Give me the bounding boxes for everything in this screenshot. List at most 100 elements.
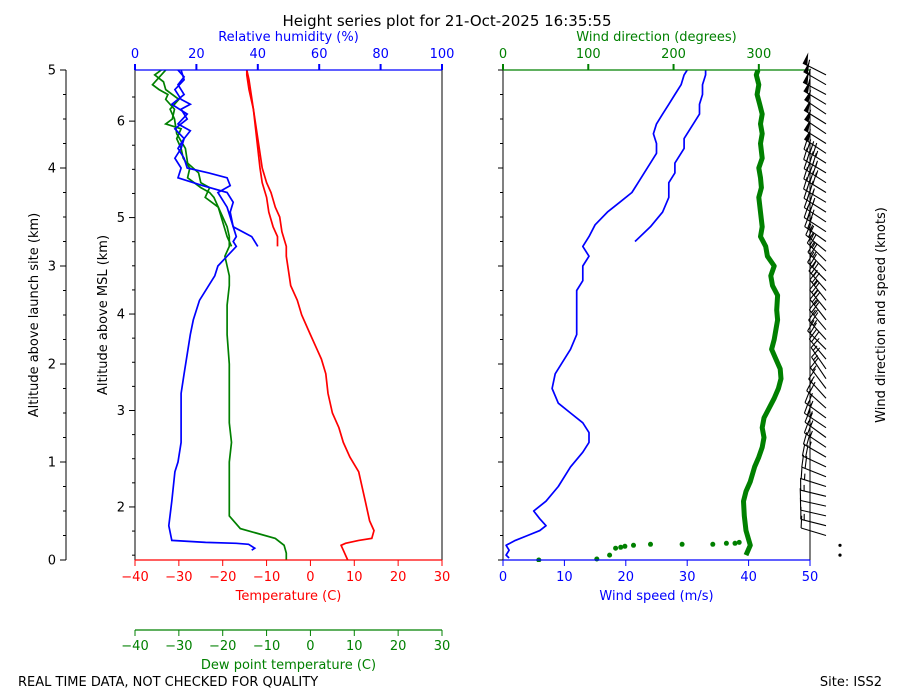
barb-staff bbox=[804, 226, 827, 242]
barb-staff bbox=[806, 390, 827, 409]
wind-speed-tick-label: 40 bbox=[740, 570, 757, 585]
barb-feather bbox=[806, 178, 811, 191]
barb-staff bbox=[809, 289, 827, 311]
barb-feather bbox=[807, 320, 815, 332]
wind-speed-axis-label: Wind speed (m/s) bbox=[599, 589, 713, 604]
wind-direction-tick-label: 200 bbox=[661, 47, 686, 62]
barb-half-feather bbox=[812, 261, 817, 268]
footer-quality-note: REAL TIME DATA, NOT CHECKED FOR QUALITY bbox=[18, 675, 318, 690]
temperature-tick-label: 30 bbox=[434, 570, 451, 585]
barb-feather bbox=[803, 147, 808, 160]
wind-direction-tick-label: 100 bbox=[576, 47, 601, 62]
wind-direction-point bbox=[736, 539, 742, 545]
barb-half-feather bbox=[812, 188, 815, 195]
barb-feather bbox=[809, 151, 814, 164]
series-wind-direction-degrees- bbox=[741, 70, 784, 557]
barb-feather bbox=[809, 322, 817, 334]
msl-altitude-tick-label: 4 bbox=[117, 308, 125, 323]
barb-staff bbox=[808, 309, 827, 331]
barb-half-feather bbox=[810, 420, 814, 427]
barb-feather bbox=[803, 177, 808, 190]
barb-staff bbox=[804, 402, 827, 419]
barb-half-feather bbox=[812, 319, 818, 326]
barb-feather bbox=[806, 232, 814, 244]
barb-feather bbox=[810, 312, 819, 324]
barb-half-feather bbox=[810, 233, 815, 240]
series-dew-point-descent-c- bbox=[153, 70, 233, 247]
temperature-tick-label: 20 bbox=[390, 570, 407, 585]
barb-staff bbox=[805, 234, 827, 252]
barb-half-feather bbox=[813, 290, 819, 296]
wind-barb bbox=[799, 497, 827, 517]
outer-altitude-tick-label: 1 bbox=[48, 456, 56, 471]
barb-pennant bbox=[802, 52, 809, 66]
barb-feather bbox=[811, 302, 820, 313]
msl-altitude-tick-label: 5 bbox=[117, 211, 125, 226]
wind-barb bbox=[808, 260, 827, 291]
barb-axis-label: Wind direction and speed (knots) bbox=[874, 207, 889, 423]
wind-direction-tick-label: 300 bbox=[746, 47, 771, 62]
wind-barb bbox=[802, 52, 827, 76]
barb-staff bbox=[803, 207, 827, 223]
wind-direction-point bbox=[631, 542, 636, 548]
barb-staff bbox=[803, 168, 827, 184]
barb-staff bbox=[803, 197, 827, 213]
wind-speed-tick-label: 30 bbox=[679, 570, 696, 585]
wind-barb bbox=[803, 147, 827, 174]
barb-staff bbox=[800, 489, 827, 497]
barb-feather bbox=[809, 180, 814, 193]
wind-speed-tick-label: 0 bbox=[499, 570, 507, 585]
barb-staff bbox=[804, 118, 827, 135]
dewpoint-tick-label: 10 bbox=[346, 639, 363, 654]
wind-speed-tick-label: 10 bbox=[556, 570, 573, 585]
barb-pennant bbox=[804, 109, 812, 122]
barb-half-feather bbox=[815, 170, 819, 177]
barb-staff bbox=[803, 188, 827, 203]
barb-feather bbox=[801, 443, 806, 457]
chart-title: Height series plot for 21-Oct-2025 16:35… bbox=[282, 12, 611, 30]
barb-feather bbox=[800, 466, 803, 479]
barb-staff bbox=[800, 527, 827, 537]
wind-direction-point bbox=[622, 543, 628, 549]
dewpoint-tick-label: 20 bbox=[390, 639, 407, 654]
wind-barb bbox=[805, 223, 827, 252]
series-wind-speed-descent-m-s- bbox=[634, 70, 707, 243]
barb-feather bbox=[809, 141, 815, 154]
wind-direction-point bbox=[723, 540, 729, 546]
temperature-tick-label: 0 bbox=[306, 570, 314, 585]
barb-half-feather bbox=[807, 59, 811, 66]
barb-staff bbox=[810, 347, 827, 370]
barb-staff bbox=[804, 432, 827, 448]
barb-half-feather bbox=[809, 224, 814, 231]
wind-barb bbox=[800, 515, 827, 537]
outer-altitude-tick-label: 4 bbox=[48, 162, 56, 177]
axes-layer: 0 1 2 3 4 5 Altitude above launch site (km) 2 3 4… bbox=[27, 30, 889, 673]
humidity-tick-label: 40 bbox=[250, 47, 267, 62]
barb-staff bbox=[808, 378, 827, 399]
barb-feather bbox=[809, 357, 819, 369]
barb-staff bbox=[800, 499, 827, 507]
wind-direction-point bbox=[732, 540, 738, 546]
dewpoint-tick-label: 30 bbox=[434, 639, 451, 654]
barb-staff bbox=[800, 509, 827, 517]
wind-barb bbox=[808, 368, 827, 399]
barb-pennant bbox=[804, 129, 811, 142]
wind-barb bbox=[803, 129, 827, 154]
series-temperature-c- bbox=[245, 70, 375, 560]
outer-altitude-label: Altitude above launch site (km) bbox=[27, 213, 42, 417]
barb-feather bbox=[806, 149, 811, 162]
barb-half-feather bbox=[811, 242, 816, 249]
barb-half-feather bbox=[807, 78, 811, 86]
barb-staff bbox=[807, 261, 827, 282]
humidity-tick-label: 80 bbox=[372, 47, 389, 62]
wind-direction-point bbox=[607, 552, 613, 558]
barb-staff bbox=[811, 356, 827, 380]
humidity-tick-label: 60 bbox=[311, 47, 328, 62]
wind-panel bbox=[505, 70, 784, 562]
wind-barb bbox=[810, 337, 827, 370]
temperature-tick-label: −40 bbox=[121, 570, 148, 585]
barb-staff bbox=[808, 270, 827, 291]
barb-feather bbox=[808, 368, 816, 380]
msl-altitude-tick-label: 2 bbox=[117, 500, 125, 515]
barb-half-feather bbox=[808, 441, 812, 448]
